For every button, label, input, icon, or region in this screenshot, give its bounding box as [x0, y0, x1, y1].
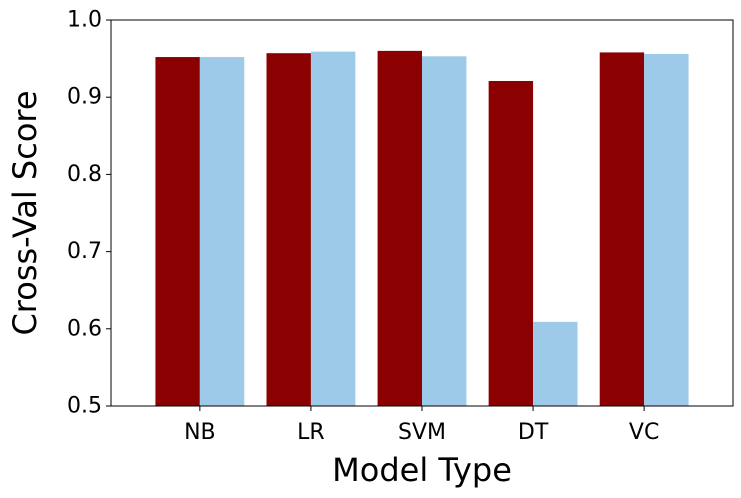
- bar-dt-series-2: [533, 321, 578, 406]
- bar-svm-series-2: [422, 56, 467, 407]
- y-axis-title: Cross-Val Score: [6, 90, 44, 335]
- x-tick-label-nb: NB: [184, 420, 216, 445]
- bar-vc-series-1: [599, 52, 645, 406]
- y-tick-label: 0.7: [67, 239, 102, 264]
- bar-lr-series-2: [310, 51, 356, 406]
- bar-svm-series-1: [377, 50, 422, 406]
- x-tick-label-dt: DT: [518, 420, 549, 445]
- x-tick-label-lr: LR: [297, 420, 325, 445]
- bar-dt-series-1: [488, 80, 534, 406]
- x-tick-label-vc: VC: [629, 420, 659, 445]
- y-tick-label: 0.9: [67, 85, 102, 110]
- y-tick-label: 0.6: [67, 316, 102, 341]
- y-tick-label: 0.5: [67, 394, 102, 419]
- bars-group: [155, 50, 689, 407]
- bar-vc-series-2: [644, 53, 689, 407]
- y-axis: 0.5 0.6 0.7 0.8 0.9 1.0: [67, 8, 111, 419]
- x-tick-label-svm: SVM: [398, 420, 446, 445]
- bar-lr-series-1: [266, 53, 311, 407]
- y-tick-label: 1.0: [67, 8, 102, 33]
- y-tick-label: 0.8: [67, 162, 102, 187]
- bar-nb-series-1: [155, 57, 200, 406]
- x-axis-title: Model Type: [332, 451, 512, 489]
- x-axis: NB LR SVM DT VC: [184, 406, 659, 445]
- bar-nb-series-2: [199, 57, 245, 406]
